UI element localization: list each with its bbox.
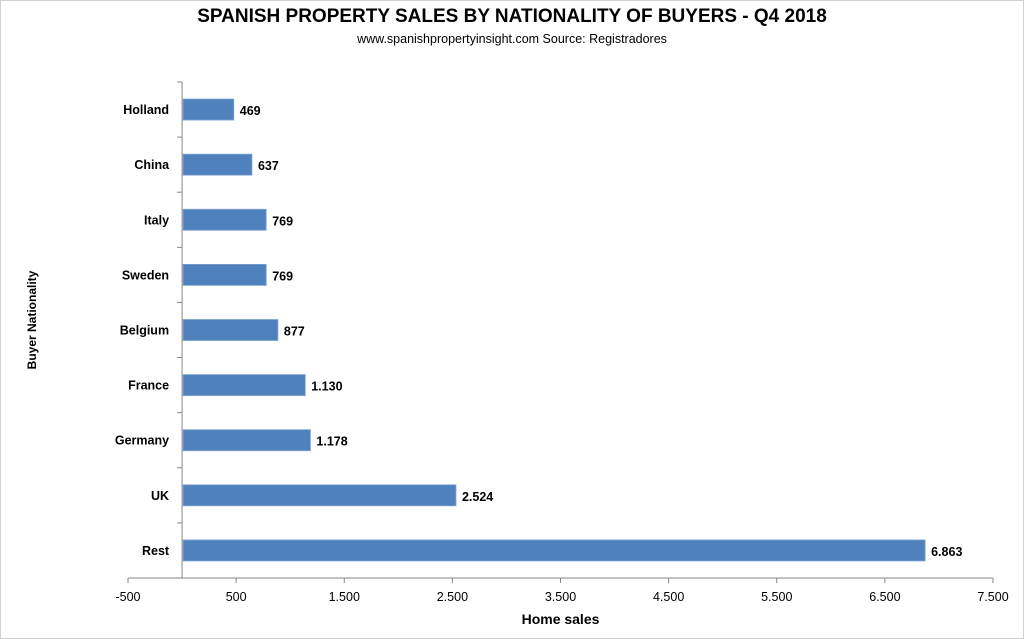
data-label: 877 [284,325,305,339]
category-label: Germany [115,434,169,448]
bar-france [182,374,306,397]
chart-title: SPANISH PROPERTY SALES BY NATIONALITY OF… [197,6,827,27]
data-label: 769 [272,214,293,228]
category-label: Rest [142,544,170,558]
x-tick-label: 500 [226,590,247,604]
chart-subtitle: www.spanishpropertyinsight.com Source: R… [357,32,667,46]
bar-rest [182,539,926,562]
x-tick-label: 7.500 [977,590,1008,604]
data-label: 1.130 [311,380,342,394]
bar-china [182,153,253,176]
category-label: China [134,158,170,172]
category-label: Holland [123,103,169,117]
y-axis-title: Buyer Nationality [25,270,39,369]
x-tick-label: 3.500 [545,590,576,604]
x-tick-label: 1.500 [329,590,360,604]
category-label: Belgium [120,324,169,338]
x-tick-label: 6.500 [869,590,900,604]
bar-germany [182,429,311,452]
bar-uk [182,484,457,507]
data-label: 1.178 [316,435,347,449]
x-tick-label: 5.500 [761,590,792,604]
data-label: 769 [272,269,293,283]
x-tick-label: -500 [115,590,140,604]
x-tick-label: 2.500 [437,590,468,604]
data-label: 469 [240,104,261,118]
category-label: Italy [144,213,169,227]
data-label: 6.863 [931,545,962,559]
bar-italy [182,208,267,231]
category-label: France [128,379,169,393]
category-label: Sweden [122,268,169,282]
data-label: 637 [258,159,279,173]
x-tick-label: 4.500 [653,590,684,604]
bar-holland [182,98,235,121]
bar-belgium [182,319,279,341]
bar-sweden [182,263,267,286]
data-label: 2.524 [462,490,493,504]
x-axis-title: Home sales [522,611,600,627]
category-label: UK [151,489,169,503]
